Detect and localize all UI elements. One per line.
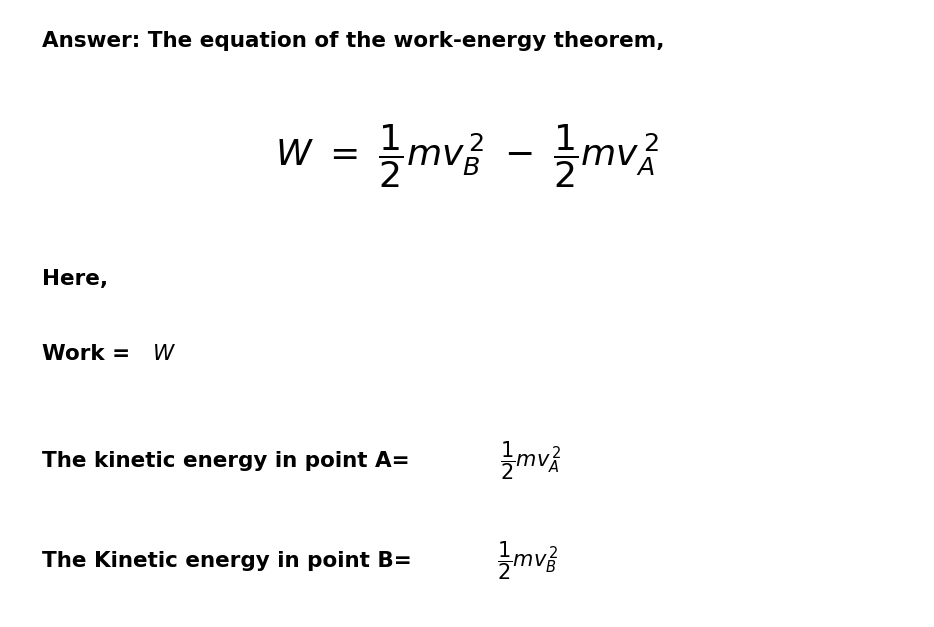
Text: $\dfrac{1}{2}\mathit{m}\mathit{v}_{A}^{\,2}$: $\dfrac{1}{2}\mathit{m}\mathit{v}_{A}^{\… [500,440,561,482]
Text: The Kinetic energy in point B=: The Kinetic energy in point B= [42,551,412,571]
Text: $\mathit{W}\ =\ \dfrac{1}{2}\mathit{m}\mathit{v}_{B}^{\,2}\ -\ \dfrac{1}{2}\math: $\mathit{W}\ =\ \dfrac{1}{2}\mathit{m}\m… [276,123,658,191]
Text: $\mathit{W}$: $\mathit{W}$ [152,344,177,364]
Text: Work =: Work = [42,344,130,364]
Text: The kinetic energy in point A=: The kinetic energy in point A= [42,451,410,471]
Text: Here,: Here, [42,269,108,289]
Text: $\dfrac{1}{2}\mathit{m}\mathit{v}_{B}^{\,2}$: $\dfrac{1}{2}\mathit{m}\mathit{v}_{B}^{\… [497,540,559,582]
Text: Answer: The equation of the work-energy theorem,: Answer: The equation of the work-energy … [42,31,664,51]
